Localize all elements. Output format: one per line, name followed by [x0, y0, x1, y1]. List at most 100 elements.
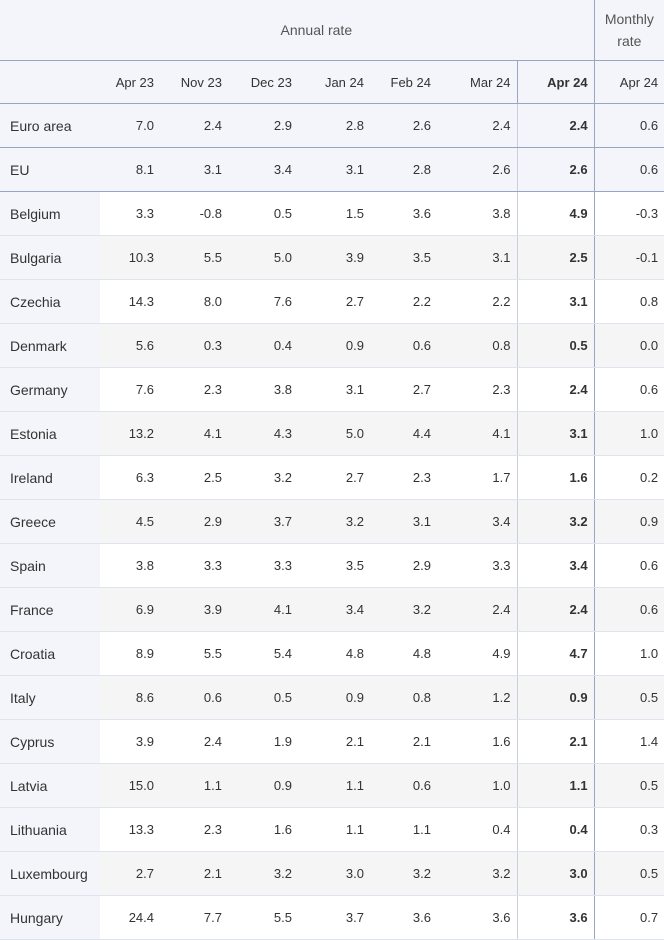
rate-cell: 3.2 — [437, 851, 518, 896]
current-rate-cell: 3.1 — [517, 279, 595, 324]
table-row: Hungary 24.4 7.7 5.5 3.7 3.6 3.6 3.6 0.7 — [0, 895, 664, 940]
rate-cell: 0.6 — [160, 675, 228, 720]
current-rate-cell: 2.1 — [517, 719, 595, 764]
rate-cell: 3.0 — [298, 851, 370, 896]
rate-cell: 3.6 — [370, 191, 437, 236]
rate-cell: 0.4 — [228, 323, 298, 368]
rate-cell: 2.7 — [298, 455, 370, 500]
rate-cell: 13.3 — [100, 807, 160, 852]
rate-cell: 8.1 — [100, 147, 160, 192]
rate-cell: 8.6 — [100, 675, 160, 720]
rate-cell: 0.8 — [370, 675, 437, 720]
current-rate-cell: 3.6 — [517, 895, 595, 940]
rate-cell: 5.5 — [160, 631, 228, 676]
rate-cell: 3.2 — [228, 455, 298, 500]
monthly-rate-cell: 1.0 — [593, 631, 664, 676]
table-row: Ireland 6.3 2.5 3.2 2.7 2.3 1.7 1.6 0.2 — [0, 455, 664, 500]
rate-cell: 3.2 — [228, 851, 298, 896]
rate-cell: 7.6 — [228, 279, 298, 324]
rate-cell: 2.1 — [370, 719, 437, 764]
table-row: Czechia 14.3 8.0 7.6 2.7 2.2 2.2 3.1 0.8 — [0, 279, 664, 324]
country-name: Ireland — [0, 455, 100, 500]
current-rate-cell: 2.6 — [517, 147, 595, 192]
country-name: Hungary — [0, 895, 100, 940]
column-header: Jan 24 — [298, 60, 370, 104]
monthly-rate-cell: 0.5 — [593, 675, 664, 720]
rate-cell: 5.5 — [160, 235, 228, 280]
current-rate-cell: 2.4 — [517, 367, 595, 412]
rate-cell: 2.4 — [160, 103, 228, 148]
table-row: Lithuania 13.3 2.3 1.6 1.1 1.1 0.4 0.4 0.3 — [0, 807, 664, 852]
current-rate-cell: 4.9 — [517, 191, 595, 236]
rate-cell: 5.5 — [228, 895, 298, 940]
table-row: Luxembourg 2.7 2.1 3.2 3.0 3.2 3.2 3.0 0.5 — [0, 851, 664, 896]
rate-cell: 3.8 — [437, 191, 518, 236]
rate-cell: 2.5 — [160, 455, 228, 500]
rate-cell: 2.3 — [160, 807, 228, 852]
rate-cell: 3.5 — [370, 235, 437, 280]
country-name: Germany — [0, 367, 100, 412]
rate-cell: 4.4 — [370, 411, 437, 456]
monthly-rate-cell: 0.9 — [593, 499, 664, 544]
rate-cell: 3.3 — [100, 191, 160, 236]
rate-cell: 1.7 — [437, 455, 518, 500]
rate-cell: 2.3 — [437, 367, 518, 412]
rate-cell: 5.0 — [298, 411, 370, 456]
column-header-current: Apr 24 — [517, 60, 595, 104]
rate-cell: 2.3 — [370, 455, 437, 500]
rate-cell: 3.2 — [370, 587, 437, 632]
rate-cell: 4.3 — [228, 411, 298, 456]
rate-cell: 2.4 — [437, 103, 518, 148]
rate-cell: 3.9 — [160, 587, 228, 632]
rate-cell: 2.8 — [298, 103, 370, 148]
rate-cell: 3.8 — [228, 367, 298, 412]
table-row: Croatia 8.9 5.5 5.4 4.8 4.8 4.9 4.7 1.0 — [0, 631, 664, 676]
rate-cell: 0.4 — [437, 807, 518, 852]
monthly-rate-cell: 0.6 — [593, 587, 664, 632]
rate-cell: 3.4 — [437, 499, 518, 544]
table-row: Bulgaria 10.3 5.5 5.0 3.9 3.5 3.1 2.5 -0.1 — [0, 235, 664, 280]
rate-cell: 0.3 — [160, 323, 228, 368]
rate-cell: 7.0 — [100, 103, 160, 148]
monthly-rate-cell: 0.5 — [593, 851, 664, 896]
column-header: Nov 23 — [160, 60, 228, 104]
rate-cell: 4.1 — [437, 411, 518, 456]
rate-cell: 4.1 — [228, 587, 298, 632]
rate-cell: 3.1 — [160, 147, 228, 192]
country-name: Euro area — [0, 103, 100, 148]
rate-cell: 5.0 — [228, 235, 298, 280]
country-name: Croatia — [0, 631, 100, 676]
current-rate-cell: 3.1 — [517, 411, 595, 456]
country-name: Luxembourg — [0, 851, 100, 896]
rate-cell: 2.8 — [370, 147, 437, 192]
country-name: Italy — [0, 675, 100, 720]
table-row: Cyprus 3.9 2.4 1.9 2.1 2.1 1.6 2.1 1.4 — [0, 719, 664, 764]
monthly-rate-cell: -0.1 — [593, 235, 664, 280]
table-body: Euro area 7.0 2.4 2.9 2.8 2.6 2.4 2.4 0.6 EU 8.1 3.… — [0, 103, 664, 940]
rate-cell: 3.1 — [298, 367, 370, 412]
rate-cell: 4.9 — [437, 631, 518, 676]
monthly-rate-cell: 1.4 — [593, 719, 664, 764]
country-name: Bulgaria — [0, 235, 100, 280]
rate-cell: 0.8 — [437, 323, 518, 368]
table-header: Annual rate Monthly rate Apr 23 Nov 23 De… — [0, 0, 664, 104]
table-row: Euro area 7.0 2.4 2.9 2.8 2.6 2.4 2.4 0.6 — [0, 103, 664, 148]
column-header-monthly: Apr 24 — [593, 60, 664, 104]
table-row: Belgium 3.3 -0.8 0.5 1.5 3.6 3.8 4.9 -0.3 — [0, 191, 664, 236]
annual-rate-header: Annual rate — [0, 0, 595, 61]
rate-cell: 14.3 — [100, 279, 160, 324]
current-rate-cell: 0.9 — [517, 675, 595, 720]
rate-cell: 1.6 — [228, 807, 298, 852]
rate-cell: 2.7 — [370, 367, 437, 412]
rate-cell: 4.1 — [160, 411, 228, 456]
rate-cell: 0.5 — [228, 191, 298, 236]
rate-cell: 3.9 — [298, 235, 370, 280]
monthly-rate-cell: 0.5 — [593, 763, 664, 808]
monthly-rate-cell: 0.3 — [593, 807, 664, 852]
monthly-rate-label-2: rate — [617, 33, 642, 49]
rate-cell: 3.4 — [298, 587, 370, 632]
monthly-rate-cell: 0.6 — [593, 543, 664, 588]
rate-cell: 10.3 — [100, 235, 160, 280]
rate-cell: 6.3 — [100, 455, 160, 500]
country-name: France — [0, 587, 100, 632]
